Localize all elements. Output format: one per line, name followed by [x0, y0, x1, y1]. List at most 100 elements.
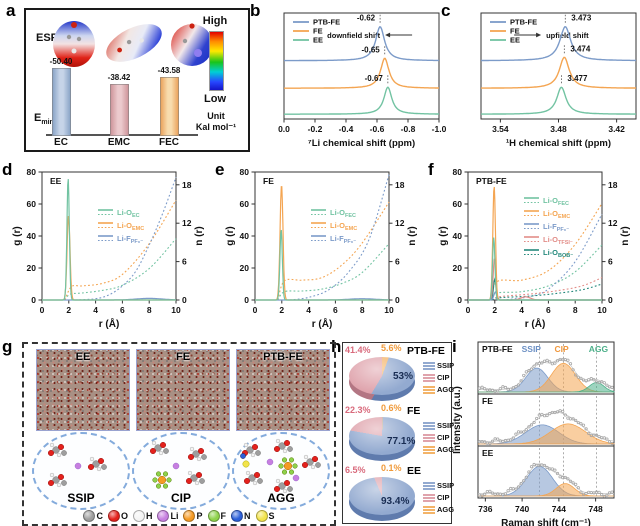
- raman-data-point: [519, 482, 523, 486]
- nmr-curve-EE: [481, 86, 636, 115]
- emin-bar-FEC: [160, 76, 179, 136]
- shift-annotation: downfield shift: [327, 31, 380, 40]
- atom-legend-S: S: [255, 510, 275, 522]
- species-header-label: CIP: [555, 344, 570, 354]
- raman-data-point: [571, 368, 575, 372]
- atom-dot-icon: [255, 510, 268, 522]
- x-tick-label: 0: [466, 305, 471, 315]
- cluster-agg: AGG: [232, 432, 330, 510]
- raman-data-point: [506, 489, 510, 493]
- raman-data-point: [542, 463, 547, 468]
- raman-data-point: [516, 485, 521, 489]
- y-tick-label: 80: [240, 167, 250, 177]
- x-tick-label: 8: [360, 305, 365, 315]
- emin-bar-EMC: [110, 83, 129, 136]
- x-tick-label: 8: [147, 305, 152, 315]
- ssip-percent-label: 77.1%: [387, 436, 416, 447]
- x-tick-label: 6: [333, 305, 338, 315]
- emin-value-label: -43.58: [157, 65, 181, 75]
- nr-curve-Li-F-PF₆⁻: [75, 176, 177, 301]
- raman-data-point: [488, 489, 492, 493]
- emin-value-label: -38.42: [107, 72, 131, 82]
- x-tick-label: 10: [597, 305, 607, 315]
- raman-data-point: [594, 433, 599, 437]
- pie-legend-swatch: [423, 361, 435, 370]
- pie-legend-label: AGG: [437, 445, 455, 454]
- legend-label: EE: [313, 36, 323, 45]
- atom-symbol: P: [196, 511, 203, 521]
- atom-symbol: O: [120, 511, 128, 521]
- peak-label: 3.474: [570, 44, 591, 53]
- x-tick-label: -0.4: [339, 124, 354, 134]
- md-box-fe: FE: [136, 349, 230, 431]
- pie-legend-label: SSIP: [437, 361, 455, 370]
- raman-data-point: [605, 383, 609, 387]
- raman-data-point: [574, 373, 578, 377]
- cluster-agg-label: AGG: [267, 491, 295, 505]
- pie-legend: SSIP CIP AGG: [423, 421, 454, 454]
- raman-data-point: [545, 465, 549, 470]
- legend-label: FE: [313, 27, 323, 36]
- raman-data-point: [568, 479, 573, 483]
- y2-tick-label: 12: [608, 218, 618, 228]
- x-tick-label: -1.0: [432, 124, 447, 134]
- legend-label: Li-OEC: [117, 208, 140, 219]
- raman-data-point: [540, 361, 544, 365]
- y-tick-label: 0: [457, 295, 462, 305]
- arrow-left-icon: [385, 32, 391, 38]
- raman-data-point: [514, 487, 518, 491]
- raman-data-point: [548, 360, 552, 364]
- gr-curve-Li-O-FEC: [255, 229, 389, 301]
- nmr-curve-PTB-FE: [284, 26, 439, 62]
- atom-legend-N: N: [231, 510, 251, 522]
- pie-legend-swatch: [423, 385, 435, 394]
- x-tick-label: 6: [120, 305, 125, 315]
- raman-data-point: [581, 423, 586, 427]
- x-axis-label: r (Å): [525, 317, 546, 330]
- y-tick-label: 60: [240, 199, 250, 209]
- raman-data-point: [550, 467, 554, 471]
- x-tick-label: 6: [546, 305, 551, 315]
- nr-curve-Li-O-TFSI⁻: [491, 277, 603, 301]
- raman-data-point: [566, 477, 570, 481]
- peak-label: 3.477: [567, 74, 588, 83]
- raman-data-point: [553, 361, 557, 365]
- legend-label: Li-OFEC: [330, 208, 356, 219]
- raman-data-point: [600, 380, 604, 384]
- esp-map-fec: [171, 23, 213, 66]
- raman-data-point: [527, 425, 531, 429]
- legend-label: Li-OFEC: [543, 196, 569, 207]
- pie-title: PTB-FE: [407, 345, 445, 357]
- raman-data-point: [576, 420, 580, 425]
- atom-symbol: C: [96, 511, 103, 521]
- x-tick-label: 740: [515, 504, 529, 514]
- x-tick-label: 8: [573, 305, 578, 315]
- legend-label: Li-FPF₆⁻: [330, 234, 356, 245]
- pie-legend-label: CIP: [437, 373, 450, 382]
- x-tick-label: 10: [171, 305, 181, 315]
- nmr-1h-chart: 3.54 3.48 3.42 ¹H chemical shift (ppm) PTB-F…: [480, 12, 637, 149]
- atom-legend-P: P: [183, 510, 203, 522]
- raman-data-point: [571, 481, 575, 485]
- atom-dot-icon: [107, 510, 120, 522]
- x-tick-label: 0.0: [278, 124, 290, 134]
- atom-dot-icon: [83, 510, 96, 522]
- panel-letter-h: h: [331, 337, 342, 356]
- raman-data-point: [514, 385, 518, 389]
- pie-legend-row: AGG: [423, 445, 454, 454]
- panel-letter-c: c: [441, 1, 451, 20]
- raman-data-point: [597, 490, 601, 494]
- raman-data-point: [576, 375, 580, 379]
- raman-data-point: [555, 410, 560, 414]
- x-tick-label: -0.6: [370, 124, 385, 134]
- raman-data-point: [587, 431, 591, 435]
- panel-letter-d: d: [2, 160, 13, 179]
- legend-label: Li-OTFSI⁻: [543, 235, 573, 246]
- raman-data-point: [498, 387, 502, 391]
- raman-data-point: [503, 385, 508, 390]
- pie-legend-label: CIP: [437, 433, 450, 442]
- atom-symbol: S: [268, 511, 275, 521]
- raman-data-point: [592, 378, 596, 382]
- y-tick-label: 60: [27, 199, 37, 209]
